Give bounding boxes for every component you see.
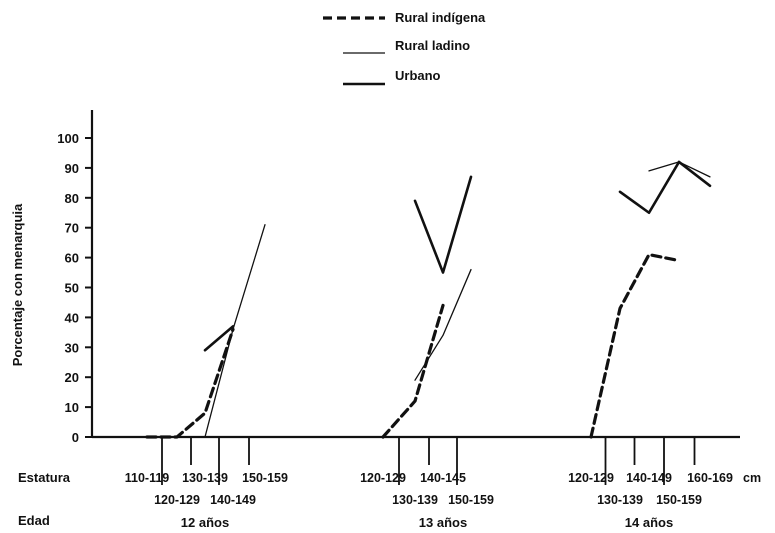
y-tick-label: 70	[65, 221, 79, 236]
x-tick-label: 130-139	[182, 471, 228, 485]
series-line-rural-ladino	[414, 268, 472, 381]
series-line-rural-ind-gena	[145, 327, 235, 439]
age-label: 12 años	[181, 515, 229, 530]
y-tick-label: 90	[65, 161, 79, 176]
y-ticks: 0 10 20 30 40 50 60 70 80 90 100	[57, 131, 92, 445]
series-line-rural-ladino	[176, 224, 266, 438]
y-tick-label: 50	[65, 281, 79, 296]
y-tick-label: 30	[65, 340, 79, 355]
y-tick-label: 10	[65, 400, 79, 415]
height-row-label: Estatura	[18, 470, 71, 485]
y-tick-label: 60	[65, 251, 79, 266]
y-tick-label: 20	[65, 370, 79, 385]
series-line-urbano	[618, 160, 712, 215]
series-line-rural-ladino	[648, 161, 711, 178]
legend-label-urbano: Urbano	[395, 68, 441, 83]
x-tick-label: 120-129	[360, 471, 406, 485]
x-tick-label: 140-149	[626, 471, 672, 485]
x-tick-labels: 110-119 120-129 130-139 140-149 150-159 120-1…	[125, 471, 733, 507]
x-tick-label: 120-129	[568, 471, 614, 485]
y-tick-label: 100	[57, 131, 79, 146]
series-line-rural-ind-gena	[589, 253, 681, 439]
category-brackets	[161, 437, 696, 485]
series-line-urbano	[413, 175, 473, 274]
x-tick-label: 140-149	[210, 493, 256, 507]
series-line-rural-ind-gena	[381, 303, 445, 439]
x-tick-label: 130-139	[392, 493, 438, 507]
x-tick-label: 150-159	[242, 471, 288, 485]
y-tick-label: 40	[65, 310, 79, 325]
age-labels: 12 años 13 años 14 años	[181, 515, 673, 530]
x-tick-label: 130-139	[597, 493, 643, 507]
x-tick-label: 150-159	[448, 493, 494, 507]
age-label: 14 años	[625, 515, 673, 530]
series-line-urbano	[203, 325, 235, 352]
unit-label: cm	[743, 471, 761, 485]
y-tick-label: 0	[72, 430, 79, 445]
x-tick-label: 140-145	[420, 471, 466, 485]
y-tick-label: 80	[65, 191, 79, 206]
y-axis-label: Porcentaje con menarquia	[10, 203, 25, 366]
x-tick-label: 120-129	[154, 493, 200, 507]
legend-label-rural-indigena: Rural indígena	[395, 10, 486, 25]
x-tick-label: 150-159	[656, 493, 702, 507]
age-row-label: Edad	[18, 513, 50, 528]
x-tick-label: 160-169	[687, 471, 733, 485]
legend: Rural indígena Rural ladino Urbano	[323, 10, 486, 86]
age-label: 13 años	[419, 515, 467, 530]
legend-label-rural-ladino: Rural ladino	[395, 38, 470, 53]
series-layer	[145, 160, 712, 439]
x-tick-label: 110-119	[125, 471, 170, 485]
